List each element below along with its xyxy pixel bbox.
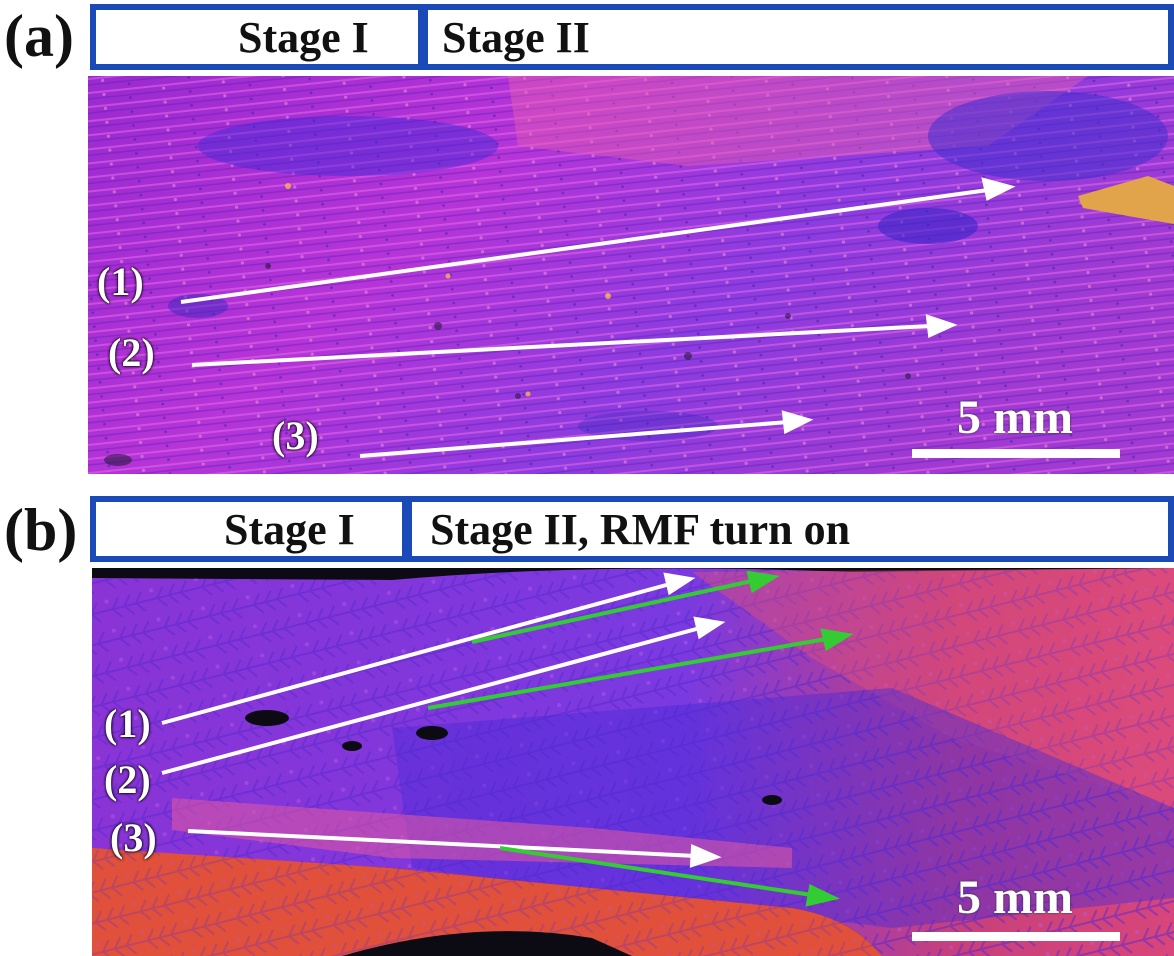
panel-a-scale-label: 5 mm [957, 391, 1073, 444]
panel-a-scale-bar [912, 449, 1120, 458]
panel-b-track-1-label: (1) [104, 701, 151, 746]
panel-b-arrow-2-green [427, 637, 827, 710]
panel-a-stage-1-label: Stage I [238, 13, 369, 62]
panel-b-micrograph [92, 568, 1174, 956]
panel-a-stage-divider [418, 10, 428, 64]
panel-a-stage-bar: Stage I Stage II [90, 4, 1174, 70]
panel-b-arrow-3-green [499, 846, 813, 897]
panel-b-scale-label: 5 mm [957, 871, 1073, 924]
panel-a-micrograph-image [88, 76, 1174, 474]
panel-b-arrow-1-white [161, 582, 671, 725]
panel-b-stage-1-label: Stage I [224, 505, 355, 554]
panel-a-track-1-label: (1) [97, 259, 144, 304]
panel-a-micrograph [88, 76, 1174, 474]
panel-b-stage-divider [402, 502, 412, 556]
panel-b-arrow-2-white [161, 626, 701, 775]
panel-b-arrow-1-green [471, 579, 753, 644]
panel-b-track-2-label: (2) [104, 757, 151, 802]
panel-a-track-3-label: (3) [272, 413, 319, 458]
panel-a-arrow-2 [191, 324, 931, 367]
panel-b-letter: (b) [4, 497, 78, 563]
panel-b-track-3-label: (3) [110, 815, 157, 860]
panel-a-track-2-label: (2) [108, 330, 155, 375]
panel-b-stage-bar: Stage I Stage II, RMF turn on [90, 496, 1174, 562]
panel-b-arrow-3-white [187, 829, 697, 858]
panel-a-arrow-1 [180, 188, 989, 304]
panel-a-letter: (a) [4, 3, 74, 69]
panel-a-stage-2-label: Stage II [442, 13, 590, 62]
panel-b-micrograph-image [92, 568, 1174, 956]
panel-b-stage-2-label: Stage II, RMF turn on [430, 505, 851, 554]
panel-a-arrow-3 [359, 420, 789, 458]
panel-b-scale-bar [912, 932, 1120, 941]
